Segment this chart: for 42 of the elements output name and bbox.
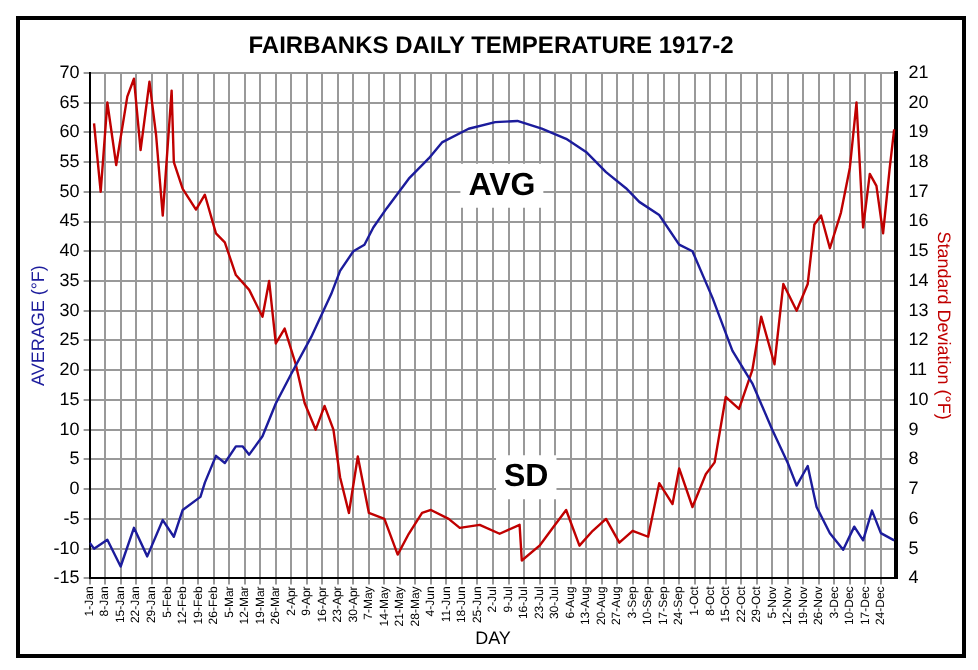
y-tick-label: 40 — [59, 240, 80, 261]
y2-tick-label: 18 — [908, 150, 929, 171]
y-tick-label: 45 — [59, 210, 80, 231]
y-tick-label: -15 — [53, 567, 80, 588]
y2-tick-label: 16 — [908, 210, 929, 231]
y-axis-title: AVERAGE (°F) — [27, 265, 48, 387]
y2-tick-label: 13 — [908, 299, 929, 320]
y2-tick-label: 9 — [908, 418, 919, 439]
y2-tick-label: 17 — [908, 180, 929, 201]
y2-tick-label: 14 — [908, 269, 929, 290]
y-tick-label: 10 — [59, 418, 80, 439]
x-axis-title: DAY — [475, 628, 511, 649]
annotation: SD — [504, 460, 549, 495]
y2-tick-label: 19 — [908, 121, 929, 142]
y2-tick-label: 15 — [908, 240, 929, 261]
annotation: AVG — [468, 168, 536, 203]
y2-tick-label: 7 — [908, 478, 919, 499]
y-tick-label: 50 — [59, 180, 80, 201]
y-tick-label: 25 — [59, 329, 80, 350]
y-tick-label: 70 — [59, 61, 80, 82]
y2-axis-title: Standard Deviation (°F) — [934, 231, 955, 420]
y2-tick-label: 8 — [908, 448, 919, 469]
chart-title: FAIRBANKS DAILY TEMPERATURE 1917-2 — [248, 31, 735, 60]
y-tick-label: 15 — [59, 388, 80, 409]
y-tick-label: 65 — [59, 91, 80, 112]
y-tick-label: 60 — [59, 121, 80, 142]
y2-tick-label: 4 — [908, 567, 919, 588]
y-tick-label: 0 — [69, 478, 80, 499]
y-tick-label: 55 — [59, 150, 80, 171]
y2-tick-label: 12 — [908, 329, 929, 350]
y-tick-label: 35 — [59, 269, 80, 290]
y-tick-label: -10 — [53, 537, 80, 558]
y-tick-label: 20 — [59, 359, 80, 380]
y2-tick-label: 5 — [908, 537, 919, 558]
y2-tick-label: 20 — [908, 91, 929, 112]
y2-tick-label: 11 — [908, 359, 928, 380]
y-tick-label: -5 — [63, 507, 80, 528]
y2-tick-label: 10 — [908, 388, 929, 409]
y2-tick-label: 21 — [908, 61, 929, 82]
y2-tick-label: 6 — [908, 507, 919, 528]
y-tick-label: 30 — [59, 299, 80, 320]
y-tick-label: 5 — [69, 448, 80, 469]
